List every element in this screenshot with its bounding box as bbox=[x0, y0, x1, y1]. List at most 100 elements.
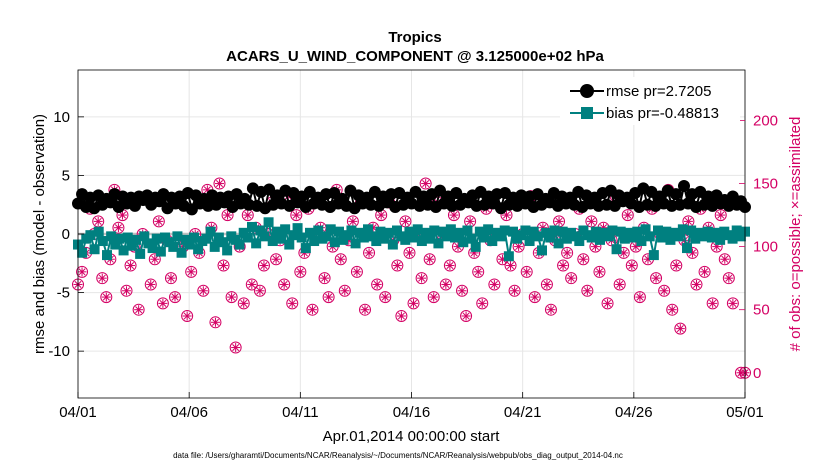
legend-bias-marker bbox=[581, 107, 593, 119]
obs-assimilated-marker bbox=[449, 210, 459, 220]
bias-point bbox=[139, 231, 150, 242]
obs-possible-marker bbox=[706, 297, 719, 310]
bias-point bbox=[176, 247, 187, 258]
chart-subtitle: ACARS_U_WIND_COMPONENT @ 3.125000e+02 hP… bbox=[226, 48, 604, 65]
bias-point bbox=[615, 226, 626, 237]
obs-assimilated-marker bbox=[186, 267, 196, 277]
bias-point bbox=[429, 225, 440, 236]
obs-assimilated-marker bbox=[324, 292, 334, 302]
bias-point bbox=[147, 243, 158, 254]
bias-point bbox=[628, 232, 639, 243]
bias-point bbox=[267, 236, 278, 247]
obs-possible-marker bbox=[318, 272, 331, 285]
obs-possible-marker bbox=[112, 221, 125, 234]
bias-point bbox=[155, 246, 166, 257]
y2-tick-label: 50 bbox=[753, 302, 770, 319]
bias-point bbox=[590, 226, 601, 237]
bias-point bbox=[284, 239, 295, 250]
obs-assimilated-marker bbox=[352, 267, 362, 277]
legend: rmse pr=2.7205 bias pr=-0.48813 bbox=[560, 77, 740, 125]
y2-tick-label: 0 bbox=[753, 365, 761, 382]
obs-assimilated-marker bbox=[667, 305, 677, 315]
bias-point bbox=[392, 225, 402, 236]
x-tick-label: 04/26 bbox=[615, 404, 653, 421]
obs-assimilated-marker bbox=[210, 317, 220, 327]
obs-assimilated-marker bbox=[243, 210, 253, 220]
bias-point bbox=[350, 238, 361, 249]
y-tick-label: -5 bbox=[57, 285, 70, 302]
bias-point bbox=[690, 233, 701, 244]
obs-possible-marker bbox=[185, 265, 198, 278]
obs-assimilated-marker bbox=[489, 279, 499, 289]
obs-assimilated-marker bbox=[441, 279, 451, 289]
bias-point bbox=[483, 224, 494, 235]
y-tick-label: 5 bbox=[62, 167, 70, 184]
bias-point bbox=[532, 231, 543, 242]
obs-assimilated-marker bbox=[530, 292, 540, 302]
obs-possible-marker bbox=[415, 272, 428, 285]
y2-axis-label: # of obs: o=possible; ×=assimilated bbox=[787, 117, 804, 352]
bias-point bbox=[305, 227, 315, 238]
bias-point bbox=[412, 224, 423, 235]
obs-assimilated-marker bbox=[457, 286, 467, 296]
obs-assimilated-marker bbox=[400, 216, 410, 226]
obs-assimilated-marker bbox=[675, 324, 685, 334]
bias-point bbox=[276, 233, 286, 244]
bias-point bbox=[673, 231, 684, 242]
x-axis-label: Apr.01,2014 00:00:00 start bbox=[323, 428, 501, 445]
obs-possible-marker bbox=[460, 310, 473, 322]
obs-possible-marker bbox=[407, 297, 420, 310]
obs-possible-marker bbox=[439, 278, 452, 291]
obs-possible-marker bbox=[237, 297, 250, 310]
bias-point bbox=[470, 241, 481, 252]
obs-assimilated-marker bbox=[522, 267, 532, 277]
obs-assimilated-marker bbox=[716, 210, 726, 220]
bias-point bbox=[329, 237, 340, 248]
bias-point bbox=[201, 233, 212, 244]
bias-point bbox=[242, 232, 253, 243]
bias-point bbox=[222, 245, 233, 256]
obs-possible-marker bbox=[209, 316, 222, 329]
y2-tick-label: 100 bbox=[753, 239, 778, 256]
obs-possible-marker bbox=[674, 322, 687, 335]
obs-assimilated-marker bbox=[506, 261, 516, 271]
bias-point bbox=[93, 226, 104, 237]
bias-point bbox=[400, 234, 411, 245]
obs-assimilated-marker bbox=[651, 273, 661, 283]
bias-point bbox=[255, 225, 266, 236]
bias-series bbox=[73, 217, 750, 262]
obs-assimilated-marker bbox=[340, 286, 350, 296]
obs-assimilated-marker bbox=[348, 216, 358, 226]
bias-point bbox=[168, 241, 179, 252]
obs-assimilated-marker bbox=[477, 298, 487, 308]
obs-possible-marker bbox=[148, 253, 161, 266]
bias-point bbox=[603, 231, 614, 242]
bias-point bbox=[545, 232, 556, 243]
x-tick-label: 04/01 bbox=[59, 404, 97, 421]
bias-point bbox=[653, 225, 663, 236]
obs-assimilated-marker bbox=[126, 261, 136, 271]
obs-assimilated-marker bbox=[578, 254, 588, 264]
obs-possible-marker bbox=[132, 303, 145, 316]
y2-tick-label: 200 bbox=[753, 112, 778, 129]
bias-point bbox=[561, 233, 572, 244]
obs-possible-marker bbox=[557, 259, 570, 272]
bias-point bbox=[346, 225, 357, 236]
y-ticks: 10 5 0 -5 -10 bbox=[48, 109, 84, 360]
bias-point bbox=[135, 248, 146, 259]
obs-assimilated-marker bbox=[376, 210, 386, 220]
bias-point bbox=[371, 236, 382, 247]
obs-possible-marker bbox=[278, 278, 291, 291]
bias-point bbox=[97, 236, 108, 247]
obs-assimilated-marker bbox=[154, 216, 164, 226]
obs-assimilated-marker bbox=[182, 311, 192, 321]
obs-assimilated-marker bbox=[134, 305, 144, 315]
obs-possible-marker bbox=[488, 278, 501, 291]
obs-assimilated-marker bbox=[150, 254, 160, 264]
y-axis-label: rmse and bias (model - observation) bbox=[31, 114, 48, 354]
bias-point bbox=[358, 232, 369, 243]
bias-point bbox=[487, 236, 498, 247]
obs-assimilated-marker bbox=[582, 286, 592, 296]
y-tick-label: -10 bbox=[48, 343, 70, 360]
obs-assimilated-marker bbox=[271, 254, 281, 264]
